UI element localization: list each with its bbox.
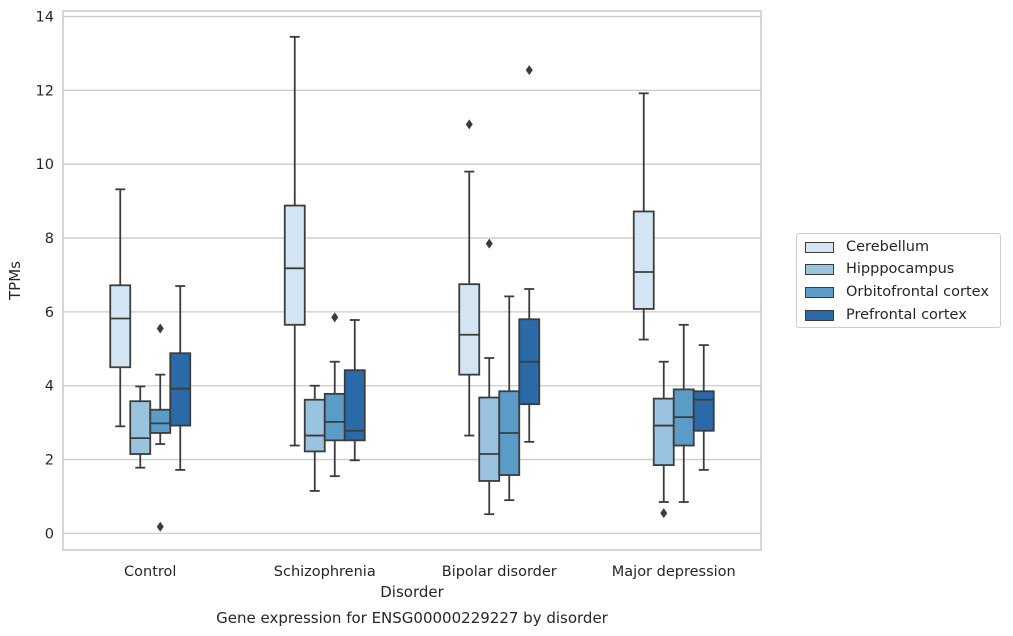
outlier-hipppocampus-bipolar-disorder-0 bbox=[485, 238, 493, 249]
outlier-orbitofrontal-cortex-control-0 bbox=[156, 323, 164, 334]
box-hipppocampus-bipolar-disorder bbox=[478, 238, 501, 516]
box-orbitofrontal-cortex-schizophrenia bbox=[323, 312, 346, 478]
x-tick-label-bipolar-disorder: Bipolar disorder bbox=[442, 564, 557, 580]
outlier-cerebellum-bipolar-disorder-0 bbox=[465, 119, 473, 130]
outlier-prefrontal-cortex-bipolar-disorder-0 bbox=[525, 65, 533, 76]
y-tick-label-10: 10 bbox=[36, 157, 54, 173]
box-body-hipppocampus-control bbox=[129, 400, 152, 455]
outlier-orbitofrontal-cortex-schizophrenia-0 bbox=[331, 312, 339, 323]
box-body-hipppocampus-schizophrenia bbox=[303, 398, 326, 453]
legend: Cerebellum Hipppocampus Orbitofrontal co… bbox=[796, 233, 1001, 328]
x-tick-label-control: Control bbox=[124, 564, 176, 580]
box-prefrontal-cortex-major-depression bbox=[692, 344, 715, 471]
legend-swatch-prefrontal-cortex bbox=[805, 309, 834, 321]
legend-swatch-orbitofrontal-cortex bbox=[805, 286, 834, 298]
box-body-cerebellum-schizophrenia bbox=[283, 204, 306, 326]
y-tick-label-8: 8 bbox=[45, 231, 54, 247]
box-body-hipppocampus-major-depression bbox=[652, 397, 675, 466]
legend-label-hipppocampus: Hipppocampus bbox=[846, 261, 955, 277]
x-tick-label-schizophrenia: Schizophrenia bbox=[274, 564, 376, 580]
y-axis-label: TPMs bbox=[6, 261, 24, 301]
box-body-orbitofrontal-cortex-schizophrenia bbox=[323, 392, 346, 442]
y-tick-label-14: 14 bbox=[36, 10, 54, 26]
legend-item-prefrontal-cortex: Prefrontal cortex bbox=[805, 305, 967, 325]
outlier-hipppocampus-major-depression-0 bbox=[660, 508, 668, 519]
box-body-cerebellum-major-depression bbox=[632, 210, 655, 310]
legend-label-prefrontal-cortex: Prefrontal cortex bbox=[846, 307, 967, 323]
y-tick-label-0: 0 bbox=[45, 526, 54, 542]
box-orbitofrontal-cortex-major-depression bbox=[672, 323, 695, 503]
box-body-orbitofrontal-cortex-control bbox=[149, 408, 172, 434]
box-orbitofrontal-cortex-bipolar-disorder bbox=[498, 295, 521, 502]
box-orbitofrontal-cortex-control bbox=[149, 323, 172, 532]
box-body-prefrontal-cortex-schizophrenia bbox=[343, 369, 366, 442]
y-tick-labels: 0 2 4 6 8 10 12 14 bbox=[36, 10, 54, 543]
chart-title: Gene expression for ENSG00000229227 by d… bbox=[216, 609, 609, 627]
x-axis-label: Disorder bbox=[380, 583, 444, 601]
legend-label-orbitofrontal-cortex: Orbitofrontal cortex bbox=[846, 284, 989, 300]
box-body-prefrontal-cortex-major-depression bbox=[692, 390, 715, 432]
box-plots bbox=[109, 35, 715, 532]
box-body-cerebellum-bipolar-disorder bbox=[458, 283, 481, 376]
legend-item-cerebellum: Cerebellum bbox=[805, 237, 929, 257]
box-prefrontal-cortex-control bbox=[169, 285, 192, 471]
outlier-orbitofrontal-cortex-control-1 bbox=[156, 521, 164, 532]
legend-swatch-cerebellum bbox=[805, 241, 834, 253]
box-prefrontal-cortex-bipolar-disorder bbox=[518, 65, 541, 443]
y-tick-label-2: 2 bbox=[45, 453, 54, 469]
y-tick-label-4: 4 bbox=[45, 379, 54, 395]
x-tick-labels: Control Schizophrenia Bipolar disorder Majo… bbox=[124, 564, 736, 580]
box-cerebellum-control bbox=[109, 188, 132, 428]
x-tick-label-major-depression: Major depression bbox=[612, 564, 736, 580]
box-hipppocampus-major-depression bbox=[652, 360, 675, 519]
box-body-hipppocampus-bipolar-disorder bbox=[478, 396, 501, 482]
legend-label-cerebellum: Cerebellum bbox=[846, 239, 930, 255]
y-tick-label-6: 6 bbox=[45, 305, 54, 321]
legend-item-hipppocampus: Hipppocampus bbox=[805, 259, 954, 279]
box-hipppocampus-control bbox=[129, 385, 152, 469]
legend-swatch-hipppocampus bbox=[805, 263, 834, 275]
box-cerebellum-major-depression bbox=[632, 92, 655, 341]
box-cerebellum-bipolar-disorder bbox=[458, 119, 481, 437]
box-cerebellum-schizophrenia bbox=[283, 35, 306, 447]
box-hipppocampus-schizophrenia bbox=[303, 384, 326, 492]
box-prefrontal-cortex-schizophrenia bbox=[343, 319, 366, 462]
y-tick-label-12: 12 bbox=[36, 83, 54, 99]
legend-item-orbitofrontal-cortex: Orbitofrontal cortex bbox=[805, 282, 989, 302]
plot-frame bbox=[62, 10, 762, 551]
box-body-cerebellum-control bbox=[109, 284, 132, 369]
